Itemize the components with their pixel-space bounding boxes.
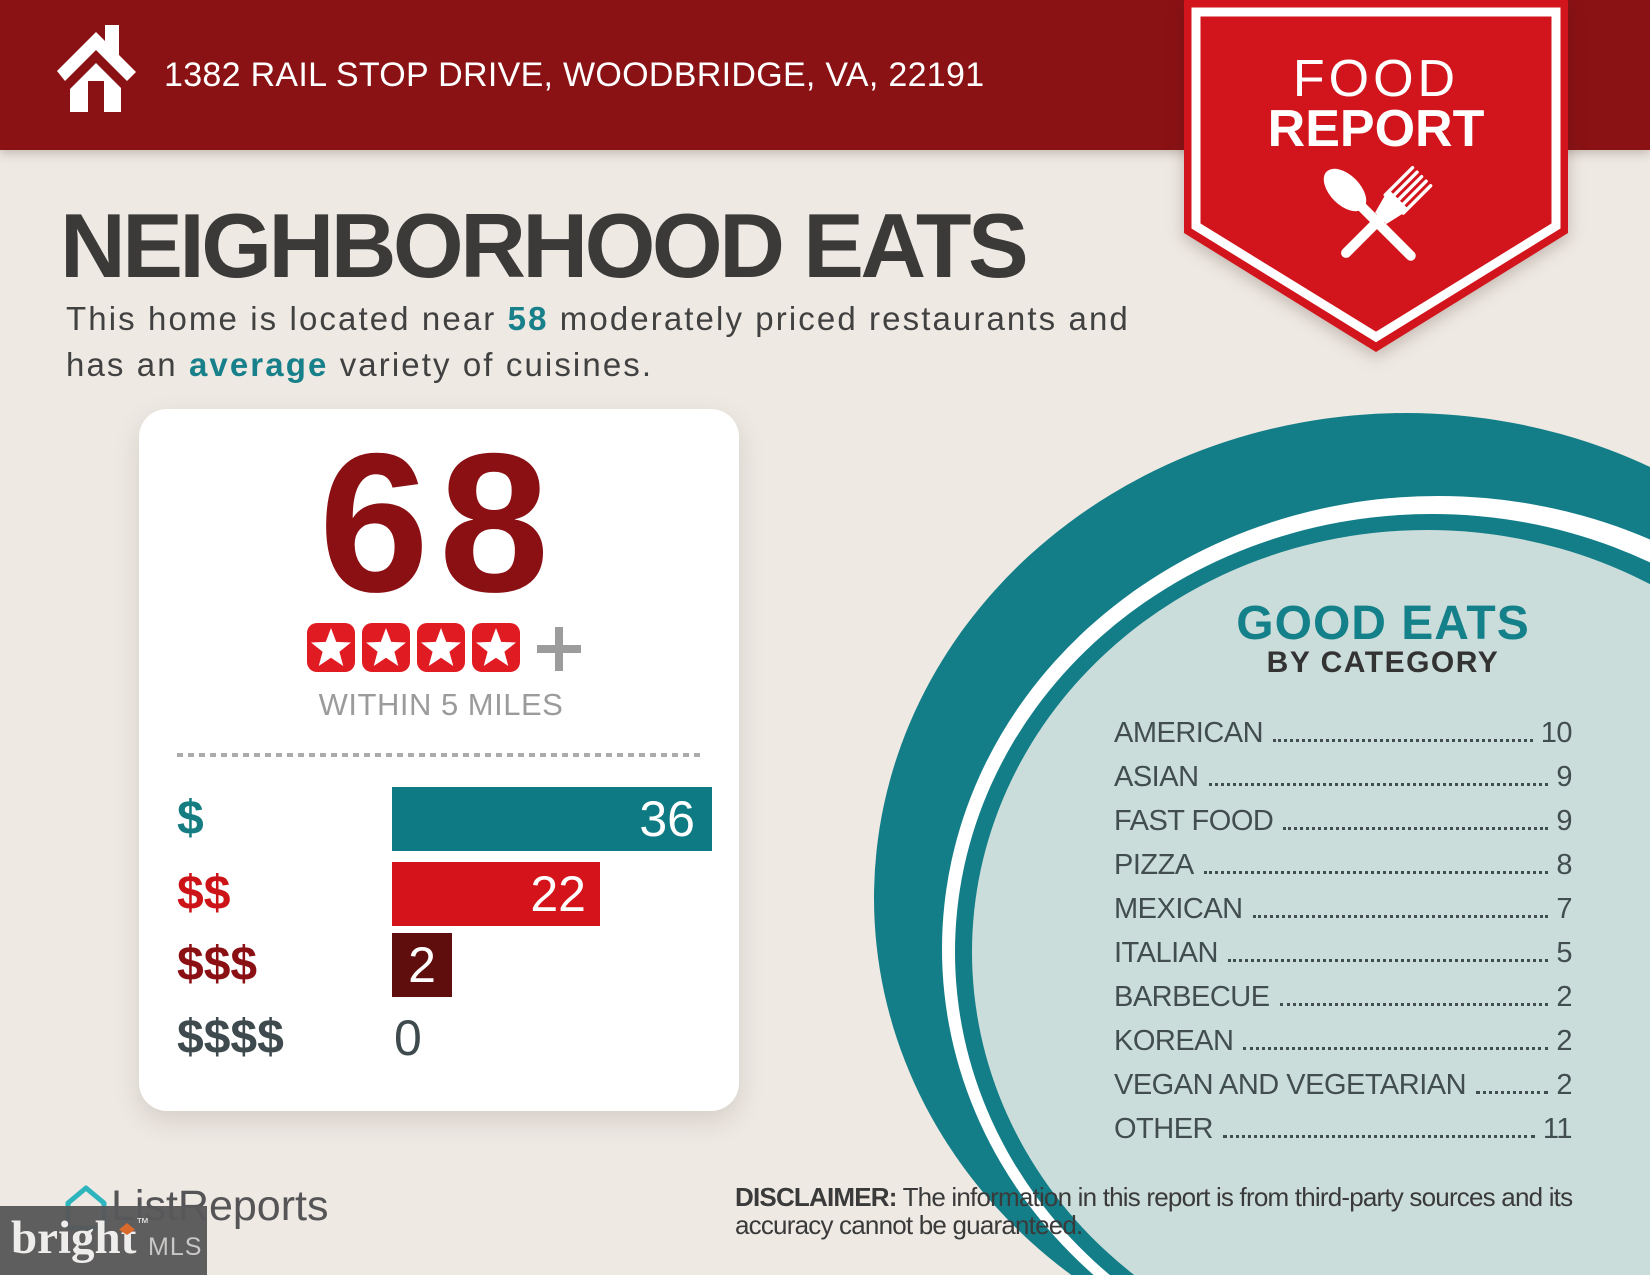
svg-text:FOOD: FOOD (1293, 50, 1459, 108)
svg-text:REPORT: REPORT (1268, 100, 1485, 158)
